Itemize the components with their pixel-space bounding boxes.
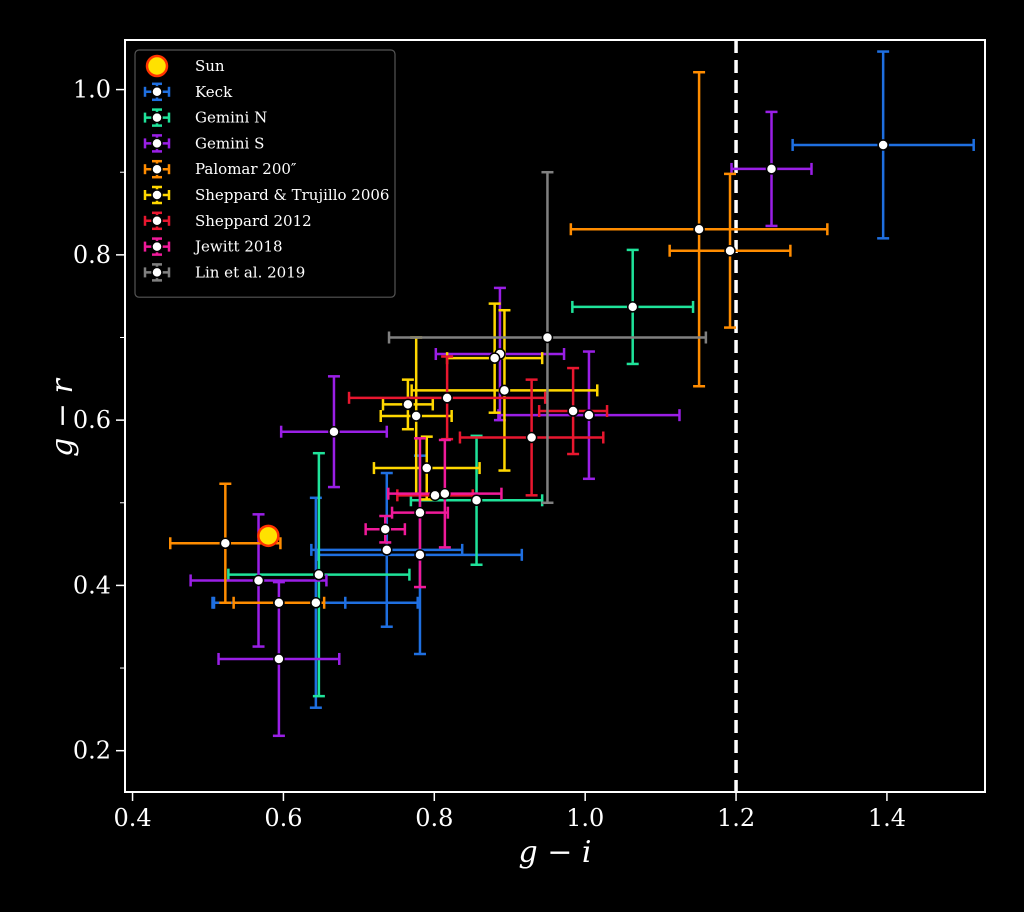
axis-ticks: 0.4 0.6 0.8 1.0 1.2 1.4 0.2 0.4 0.6 0.8 1.0 <box>73 76 906 832</box>
data-point <box>273 597 285 609</box>
data-point <box>421 462 433 474</box>
x-tick-label: 1.4 <box>868 804 906 832</box>
legend-box <box>134 49 396 298</box>
y-tick-label: 1.0 <box>73 76 111 104</box>
data-point <box>313 568 325 581</box>
data-point <box>724 244 736 257</box>
data-point <box>252 574 265 587</box>
data-point <box>310 597 322 609</box>
plot-frame <box>124 39 986 793</box>
legend-marker <box>151 240 163 253</box>
data-point <box>567 405 579 417</box>
legend-label: Jewitt 2018 <box>193 238 283 256</box>
sun-marker <box>257 524 280 548</box>
data-point <box>381 544 393 556</box>
legend: Sun Keck Gemini N Gemini S Palomar 200″ Shepp… <box>134 49 396 298</box>
data-point <box>414 506 426 519</box>
x-tick-label: 1.2 <box>717 804 755 832</box>
legend-label: Gemini S <box>195 134 264 152</box>
data-point <box>541 331 554 344</box>
data-point <box>414 549 426 561</box>
data-point <box>379 523 392 535</box>
legend-marker <box>151 189 163 201</box>
legend-label: Palomar 200″ <box>195 160 297 178</box>
data-point <box>693 223 705 235</box>
data-point <box>765 163 778 175</box>
legend-sun-marker <box>145 54 169 78</box>
legend-marker <box>151 86 163 98</box>
data-point <box>439 487 451 500</box>
legend-label: Lin et al. 2019 <box>195 263 305 281</box>
y-tick-label: 0.8 <box>73 241 111 269</box>
data-point <box>470 494 483 507</box>
data-layer <box>169 50 975 738</box>
x-tick-label: 0.4 <box>113 804 151 832</box>
legend-marker <box>151 137 163 150</box>
data-point <box>441 392 453 404</box>
data-point <box>219 537 232 550</box>
legend-marker <box>151 215 163 227</box>
x-tick-label: 1.0 <box>566 804 604 832</box>
x-tick-label: 0.6 <box>264 804 302 832</box>
legend-marker <box>151 111 163 124</box>
y-tick-label: 0.4 <box>73 571 111 599</box>
legend-label: Gemini N <box>195 109 267 127</box>
data-point <box>583 409 595 421</box>
data-point <box>410 410 422 422</box>
y-tick-label: 0.6 <box>73 406 111 434</box>
legend-label: Sheppard & Trujillo 2006 <box>195 186 389 204</box>
data-point <box>525 431 538 444</box>
data-point <box>429 489 441 502</box>
legend-marker <box>151 266 163 279</box>
legend-label-sun: Sun <box>195 57 225 75</box>
x-tick-label: 0.8 <box>415 804 453 832</box>
data-point <box>626 301 639 313</box>
data-point <box>488 352 501 364</box>
legend-marker <box>151 163 163 175</box>
data-point <box>498 384 511 397</box>
y-axis-label: g − r <box>45 377 80 456</box>
data-point <box>273 653 285 665</box>
y-tick-label: 0.2 <box>73 737 111 765</box>
x-axis-label: g − i <box>518 835 591 870</box>
data-point <box>877 139 889 151</box>
data-point <box>402 398 414 411</box>
data-point <box>328 425 340 438</box>
legend-label: Keck <box>195 83 233 101</box>
legend-label: Sheppard 2012 <box>195 212 312 230</box>
